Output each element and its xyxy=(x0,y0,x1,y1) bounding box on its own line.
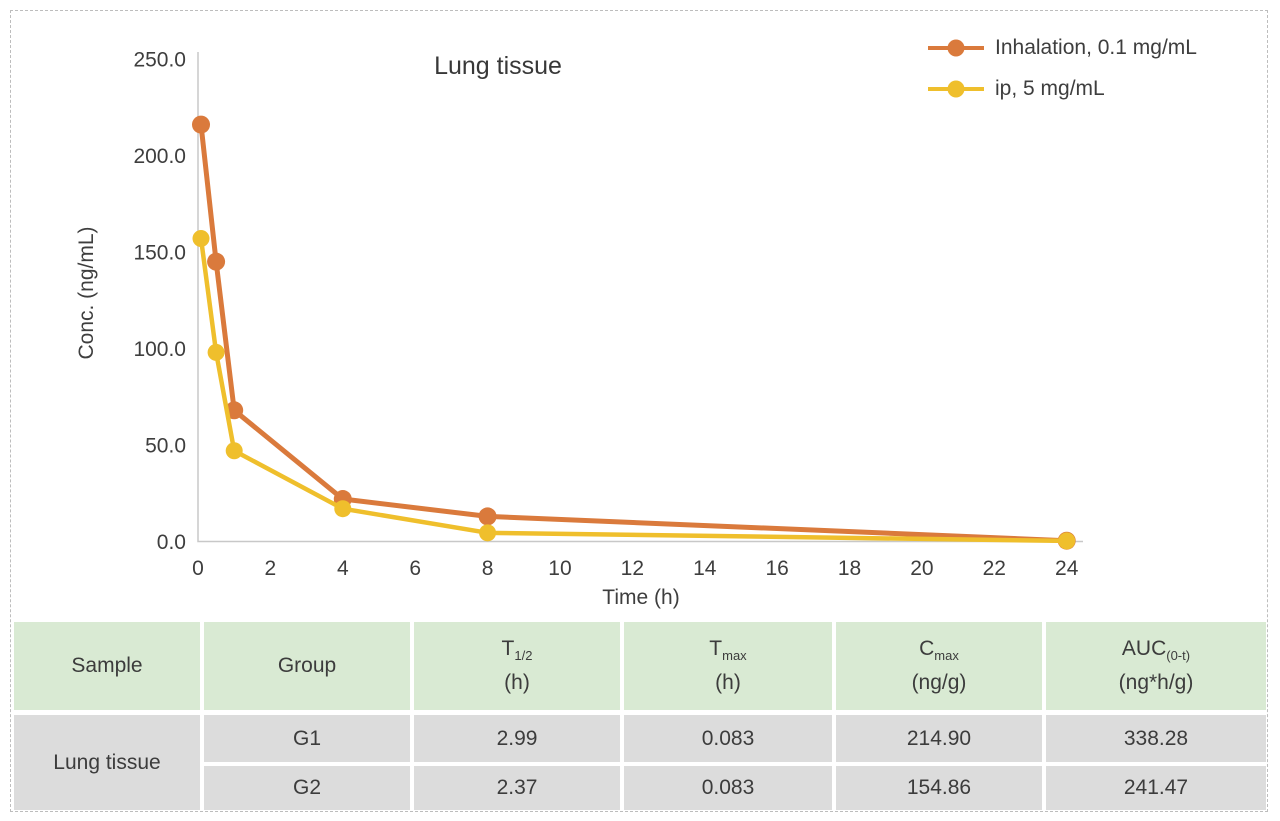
header-unit: (h) xyxy=(504,670,530,694)
series-line-1 xyxy=(198,236,1069,544)
header-label: T xyxy=(501,637,515,661)
y-tick-label: 0.0 xyxy=(157,531,186,554)
x-tick-label: 12 xyxy=(621,557,644,580)
table-cell-group-g1: G1 xyxy=(204,715,410,762)
legend-item-ip: ip, 5 mg/mL xyxy=(928,77,1197,101)
y-tick-label: 250.0 xyxy=(133,49,186,72)
col-header-c-max: Cmax (ng/g) xyxy=(836,622,1042,710)
legend-line-marker-icon xyxy=(928,39,984,57)
header-unit: (ng*h/g) xyxy=(1118,670,1194,694)
x-tick-label: 10 xyxy=(548,557,571,580)
header-unit: (h) xyxy=(715,670,741,694)
x-tick-label: 20 xyxy=(910,557,933,580)
series-1-marker xyxy=(1058,532,1076,550)
series-1-marker xyxy=(192,229,210,247)
table-cell-cmax-g2: 154.86 xyxy=(836,766,1042,810)
table-cell-tmax-g1: 0.083 xyxy=(624,715,832,762)
col-header-sample: Sample xyxy=(14,622,200,710)
col-header-t-half: T1/2 (h) xyxy=(414,622,620,710)
col-header-t-max: Tmax (h) xyxy=(624,622,832,710)
series-1-marker xyxy=(225,442,243,460)
y-tick-label: 200.0 xyxy=(133,145,186,168)
x-tick-label: 4 xyxy=(337,557,349,580)
y-axis-title: Conc. (ng/mL) xyxy=(75,226,98,360)
axis-lines xyxy=(197,52,1083,543)
x-tick-label: 22 xyxy=(983,557,1006,580)
series-1-marker xyxy=(334,500,352,518)
header-label: AUC xyxy=(1121,637,1167,661)
table-cell-auc-g1: 338.28 xyxy=(1046,715,1266,762)
x-tick-label: 16 xyxy=(765,557,788,580)
pk-parameters-table: Sample Group T1/2 (h) Tmax (h) Cmax (ng/… xyxy=(14,622,1266,810)
series-1-marker xyxy=(207,343,225,361)
header-subscript: 1/2 xyxy=(514,648,533,664)
series-line-0 xyxy=(198,122,1070,544)
header-label: C xyxy=(919,637,935,661)
series-0-marker xyxy=(192,115,211,134)
header-subscript: (0-t) xyxy=(1166,648,1191,664)
header-label: Sample xyxy=(71,654,143,677)
header-unit: (ng/g) xyxy=(911,670,967,694)
legend-line-marker-icon xyxy=(928,80,984,98)
series-0-marker xyxy=(207,252,226,271)
chart-legend: Inhalation, 0.1 mg/mL ip, 5 mg/mL xyxy=(928,36,1197,118)
series-1-marker xyxy=(479,524,497,542)
x-tick-label: 24 xyxy=(1055,557,1079,580)
sample-name-cell: Lung tissue xyxy=(14,715,200,810)
legend-label: ip, 5 mg/mL xyxy=(995,77,1105,100)
table-cell-cmax-g1: 214.90 xyxy=(836,715,1042,762)
concentration-time-chart: 0.0 50.0 100.0 150.0 200.0 250.0 0 2 4 6 8 10 12 14 16… xyxy=(75,36,1197,609)
table-cell-group-g2: G2 xyxy=(204,766,410,810)
y-tick-label: 150.0 xyxy=(133,242,186,265)
x-tick-label: 6 xyxy=(409,557,421,580)
table-cell-tmax-g2: 0.083 xyxy=(624,766,832,810)
col-header-auc: AUC(0-t) (ng*h/g) xyxy=(1046,622,1266,710)
x-tick-label: 14 xyxy=(693,557,717,580)
chart-title: Lung tissue xyxy=(434,52,562,80)
table-cell-thalf-g2: 2.37 xyxy=(414,766,620,810)
x-tick-label: 2 xyxy=(265,557,277,580)
legend-item-inhalation: Inhalation, 0.1 mg/mL xyxy=(928,36,1197,60)
header-label: T xyxy=(709,637,723,661)
header-label: Group xyxy=(277,654,337,677)
table-cell-auc-g2: 241.47 xyxy=(1046,766,1266,810)
col-header-group: Group xyxy=(204,622,410,710)
y-tick-label: 100.0 xyxy=(133,338,186,361)
x-tick-label: 0 xyxy=(192,557,204,580)
legend-label: Inhalation, 0.1 mg/mL xyxy=(995,36,1197,59)
y-tick-label: 50.0 xyxy=(145,435,186,458)
series-0-marker xyxy=(478,507,497,526)
header-subscript: max xyxy=(934,648,959,664)
x-tick-label: 18 xyxy=(838,557,861,580)
x-axis-title: Time (h) xyxy=(602,586,680,609)
header-subscript: max xyxy=(722,648,747,664)
x-tick-label: 8 xyxy=(482,557,494,580)
table-cell-thalf-g1: 2.99 xyxy=(414,715,620,762)
